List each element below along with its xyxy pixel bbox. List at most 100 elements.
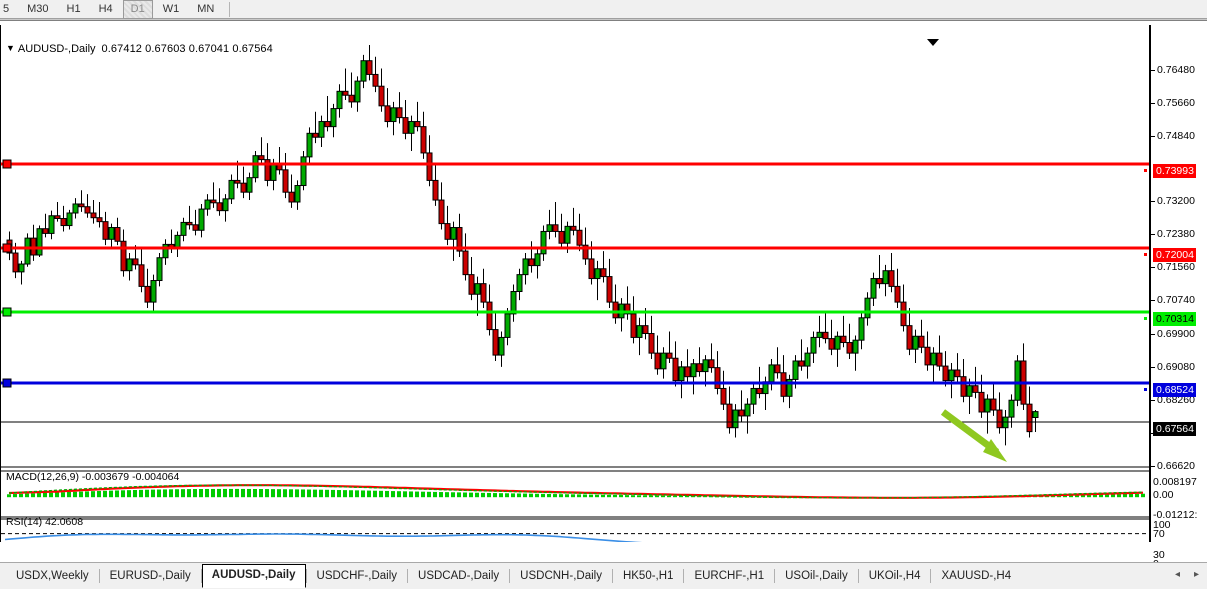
chart-plot-area[interactable] [0, 25, 1150, 542]
macd-scale-label: 0.008197 [1153, 476, 1197, 488]
macd-histogram-bar [409, 491, 413, 498]
chart-tab-hk50--h1[interactable]: HK50-,H1 [622, 569, 674, 582]
macd-histogram-bar [403, 491, 407, 498]
timeframe-button-h4[interactable]: H4 [98, 2, 113, 15]
level-anchor-handle [2, 378, 12, 388]
level-handle[interactable] [1143, 316, 1148, 321]
macd-histogram-bar [181, 489, 185, 498]
macd-histogram-bar [541, 493, 545, 498]
macd-histogram-bar [475, 492, 479, 498]
macd-histogram-bar [349, 490, 353, 498]
chart-tab-eurusd--daily[interactable]: EURUSD-,Daily [109, 569, 191, 582]
price-tick-label: 0.76480 [1151, 64, 1195, 76]
chart-tab-xauusd--h4[interactable]: XAUUSD-,H4 [941, 569, 1012, 582]
chart-tab-eurchf--h1[interactable]: EURCHF-,H1 [694, 569, 765, 582]
chart-tab-ukoil--h4[interactable]: UKOil-,H4 [868, 569, 921, 582]
price-level-label[interactable]: 0.72004 [1143, 248, 1196, 262]
timeframe-button-w1[interactable]: W1 [162, 2, 180, 15]
macd-histogram-bar [355, 490, 359, 498]
collapse-triangle-icon[interactable]: ▼ [6, 43, 15, 53]
macd-histogram-bar [1075, 494, 1079, 498]
macd-histogram-bar [163, 489, 167, 498]
macd-signal-line [8, 484, 1144, 499]
macd-histogram-bar [193, 489, 197, 498]
macd-histogram-bar [445, 492, 449, 498]
macd-histogram-bar [85, 491, 89, 498]
macd-histogram-bar [517, 493, 521, 498]
tab-divider [200, 569, 202, 583]
macd-histogram-bar [583, 494, 587, 498]
scroll-right-icon[interactable]: ▸ [1193, 569, 1199, 580]
macd-histogram-bar [709, 496, 713, 498]
macd-main-line [8, 484, 1144, 499]
tab-divider [774, 569, 776, 583]
macd-histogram-bar [103, 490, 107, 498]
macd-histogram-bar [685, 495, 689, 498]
price-level-label[interactable]: 0.68524 [1143, 383, 1196, 397]
chart-tab-usoil--daily[interactable]: USOil-,Daily [785, 569, 848, 582]
macd-histogram-bar [7, 494, 11, 498]
macd-histogram-bar [307, 489, 311, 498]
timeframe-button-5[interactable]: 5 [3, 2, 10, 15]
macd-title: MACD(12,26,9) -0.003679 -0.004064 [6, 471, 180, 483]
timeframe-button-d1[interactable]: D1 [122, 0, 153, 19]
macd-histogram-bar [721, 496, 725, 498]
macd-histogram-bar [427, 491, 431, 498]
macd-histogram-bar [1057, 495, 1061, 498]
macd-histogram-bar [469, 492, 473, 498]
macd-histogram-bar [655, 495, 659, 498]
scroll-left-icon[interactable]: ◂ [1174, 569, 1180, 580]
chart-tab-usdchf--daily[interactable]: USDCHF-,Daily [316, 569, 398, 582]
timeframe-button-m30[interactable]: M30 [27, 2, 49, 15]
timeframe-button-mn[interactable]: MN [197, 2, 215, 15]
tab-scroll-controls[interactable]: ◂ ▸ [1175, 569, 1199, 580]
macd-histogram-bar [289, 489, 293, 498]
down-arrow-annotation[interactable] [940, 409, 1007, 462]
macd-histogram-bar [385, 490, 389, 498]
tab-divider [611, 569, 613, 583]
macd-histogram-bar [133, 490, 137, 498]
chart-window: ▼ AUDUSD-,Daily 0.67412 0.67603 0.67041 0.… [0, 19, 1207, 573]
tab-divider [98, 569, 100, 583]
macd-histogram-bar [1123, 493, 1127, 498]
macd-histogram-bar [259, 489, 263, 498]
chart-tab-usdx-weekly[interactable]: USDX,Weekly [16, 569, 89, 582]
level-handle[interactable] [1143, 387, 1148, 392]
macd-histogram-bar [619, 495, 623, 498]
macd-histogram-bar [1111, 494, 1115, 498]
macd-histogram-bar [601, 494, 605, 498]
macd-histogram-bar [343, 490, 347, 498]
macd-histogram-bar [397, 491, 401, 498]
macd-histogram-bar [31, 493, 35, 498]
timeframe-button-h1[interactable]: H1 [66, 2, 81, 15]
macd-histogram-bar [511, 493, 515, 498]
chart-tab-usdcad--daily[interactable]: USDCAD-,Daily [418, 569, 500, 582]
price-level-label[interactable]: 0.73993 [1143, 164, 1196, 178]
price-tick-label: 0.74840 [1151, 130, 1195, 142]
macd-histogram-bar [679, 495, 683, 498]
level-handle[interactable] [1143, 168, 1148, 173]
macd-histogram-bar [223, 488, 227, 498]
price-level-label[interactable]: 0.67564 [1153, 422, 1196, 436]
macd-histogram-bar [487, 492, 491, 498]
price-level-lines[interactable] [1, 159, 1150, 423]
macd-scale-label: 0.00 [1153, 489, 1174, 501]
chart-tab-audusd--daily[interactable]: AUDUSD-,Daily [201, 564, 306, 588]
macd-histogram-bar [1081, 494, 1085, 498]
macd-histogram-bar [1141, 493, 1145, 498]
macd-histogram-bar [667, 495, 671, 498]
chart-tab-usdcnh--daily[interactable]: USDCNH-,Daily [520, 569, 602, 582]
macd-histogram-bar [733, 496, 737, 498]
price-level-label[interactable]: 0.70314 [1143, 312, 1196, 326]
level-handle[interactable] [1143, 252, 1148, 257]
macd-histogram-bar [739, 496, 743, 498]
macd-histogram-bar [421, 491, 425, 498]
macd-scale-label: -0.01212: [1153, 509, 1198, 521]
triangle-down-icon[interactable] [927, 39, 939, 46]
macd-histogram-bar [115, 490, 119, 498]
macd-histogram-bar [499, 493, 503, 498]
macd-histogram-bar [1093, 494, 1097, 498]
price-axis[interactable]: 0.76480 0.75660 0.74840 0.73200 0.72380 0.715… [1143, 25, 1207, 570]
tab-divider [305, 569, 307, 583]
